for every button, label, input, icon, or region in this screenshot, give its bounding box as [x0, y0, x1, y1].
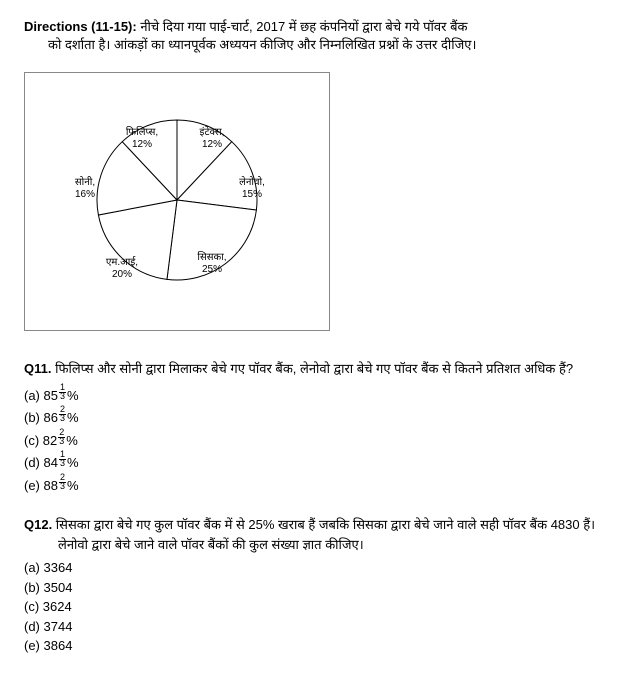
q12-option: (a) 3364	[24, 558, 618, 578]
pie-slice-label: फिलिप्स,	[126, 126, 158, 138]
q11-text: फिलिप्स और सोनी द्वारा मिलाकर बेचे गए पॉ…	[51, 361, 573, 376]
pie-chart-box: इंटेक्स,12%लेनोवो,15%सिसका,25%एम.आई,20%स…	[24, 72, 330, 331]
pie-slice-pct: 16%	[75, 189, 95, 200]
q11-number: Q11.	[24, 361, 51, 376]
q11-option: (b) 8623%	[24, 405, 618, 428]
q11-options: (a) 8513%(b) 8623%(c) 8223%(d) 8413%(e) …	[24, 383, 618, 496]
pie-slice-label: सोनी,	[75, 176, 95, 188]
pie-slice-label: सिसका,	[197, 251, 226, 263]
q11-option: (e) 8823%	[24, 473, 618, 496]
directions-text-1: नीचे दिया गया पाई-चार्ट, 2017 में छह कंप…	[137, 19, 468, 34]
directions-block: Directions (11-15): नीचे दिया गया पाई-चा…	[24, 18, 618, 54]
q11-option: (a) 8513%	[24, 383, 618, 406]
question-11: Q11. फिलिप्स और सोनी द्वारा मिलाकर बेचे …	[24, 359, 618, 495]
question-12: Q12. सिसका द्वारा बेचे गए कुल पॉवर बैंक …	[24, 515, 618, 656]
q12-option: (e) 3864	[24, 636, 618, 656]
pie-slice-pct: 12%	[202, 139, 222, 150]
pie-slice-label: लेनोवो,	[239, 176, 265, 188]
directions-label: Directions (11-15):	[24, 19, 137, 34]
pie-slice-label: इंटेक्स,	[200, 126, 225, 138]
q12-option: (c) 3624	[24, 597, 618, 617]
q12-text: सिसका द्वारा बेचे गए कुल पॉवर बैंक में स…	[52, 517, 595, 552]
pie-slice-pct: 25%	[202, 264, 222, 275]
pie-slice-pct: 12%	[132, 139, 152, 150]
q11-option: (d) 8413%	[24, 450, 618, 473]
q12-option: (d) 3744	[24, 617, 618, 637]
pie-slice-pct: 15%	[242, 189, 262, 200]
q12-options: (a) 3364(b) 3504(c) 3624(d) 3744(e) 3864	[24, 558, 618, 656]
pie-slice-pct: 20%	[112, 269, 132, 280]
q12-option: (b) 3504	[24, 578, 618, 598]
pie-slice-label: एम.आई,	[106, 256, 138, 268]
directions-text-2: को दर्शाता है। आंकड़ों का ध्यानपूर्वक अध…	[24, 36, 618, 54]
q11-option: (c) 8223%	[24, 428, 618, 451]
q12-number: Q12.	[24, 517, 52, 532]
pie-chart: इंटेक्स,12%लेनोवो,15%सिसका,25%एम.आई,20%स…	[37, 85, 317, 315]
